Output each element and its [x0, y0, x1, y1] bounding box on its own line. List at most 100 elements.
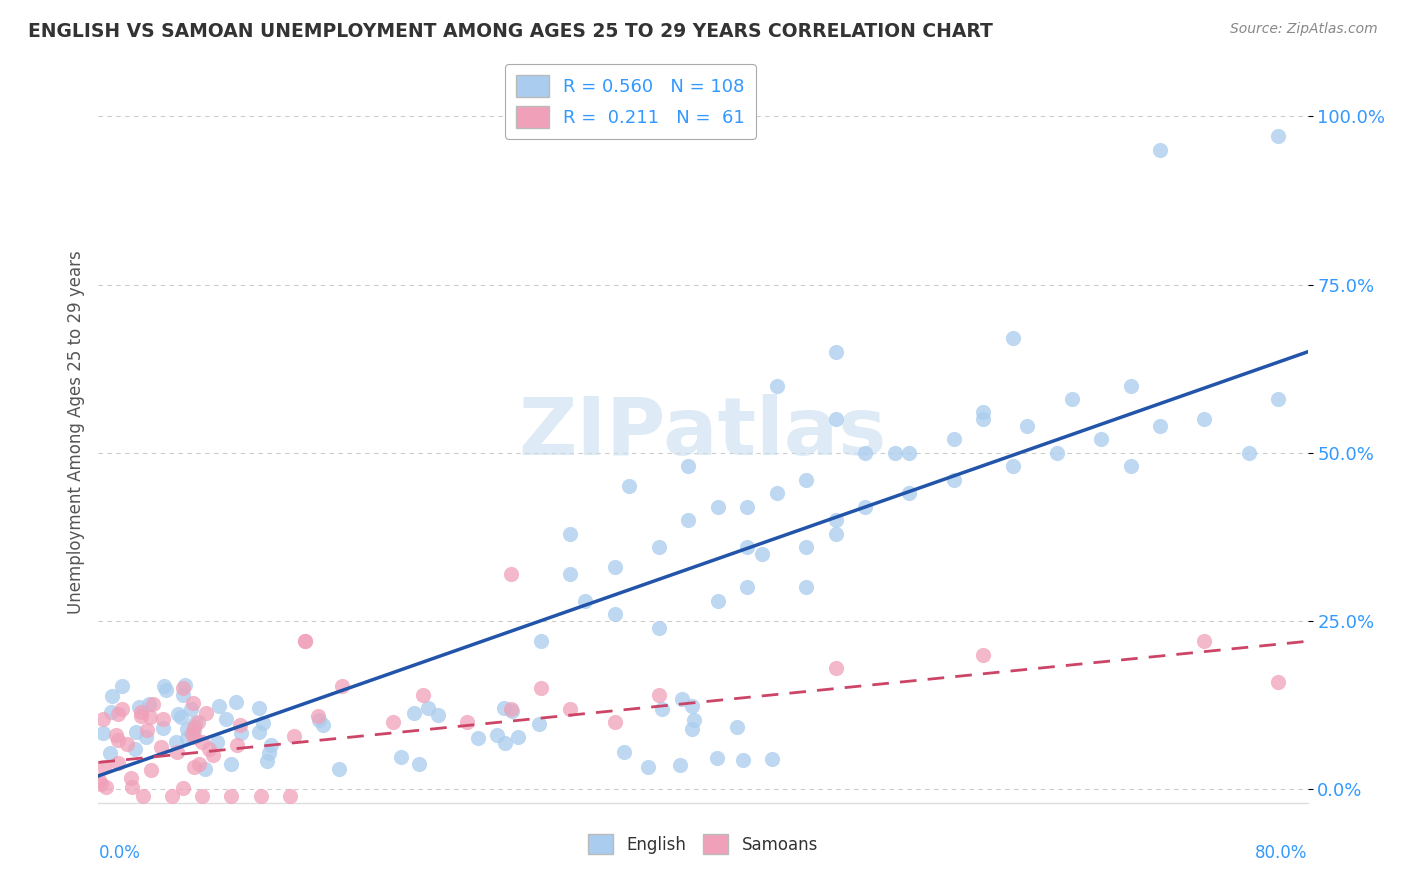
Point — [135, 730, 157, 744]
Point — [765, 378, 787, 392]
Point — [278, 789, 301, 803]
Point — [187, 756, 209, 771]
Point — [194, 706, 217, 721]
Point — [229, 726, 252, 740]
Point — [824, 661, 846, 675]
Point — [219, 757, 242, 772]
Y-axis label: Unemployment Among Ages 25 to 29 years: Unemployment Among Ages 25 to 29 years — [66, 251, 84, 615]
Point — [574, 594, 596, 608]
Point — [751, 547, 773, 561]
Point — [972, 648, 994, 662]
Point — [89, 772, 111, 787]
Point — [128, 700, 150, 714]
Point — [408, 757, 430, 772]
Point — [824, 412, 846, 426]
Point — [1267, 674, 1289, 689]
Point — [191, 734, 214, 748]
Point — [706, 594, 728, 608]
Point — [560, 526, 582, 541]
Point — [898, 486, 921, 500]
Point — [111, 679, 134, 693]
Point — [107, 733, 129, 747]
Point — [972, 412, 994, 426]
Point — [183, 723, 205, 737]
Point — [853, 446, 876, 460]
Point — [389, 749, 412, 764]
Point — [121, 780, 143, 795]
Point — [181, 726, 204, 740]
Point — [229, 718, 252, 732]
Point — [648, 540, 671, 554]
Point — [824, 344, 846, 359]
Point — [1046, 446, 1069, 460]
Point — [139, 763, 162, 777]
Point — [183, 730, 205, 744]
Point — [260, 738, 283, 752]
Point — [619, 479, 641, 493]
Point — [1119, 378, 1142, 392]
Point — [731, 753, 754, 767]
Point — [972, 405, 994, 419]
Point — [671, 692, 693, 706]
Point — [506, 731, 529, 745]
Point — [165, 734, 187, 748]
Point — [735, 500, 758, 514]
Point — [883, 446, 905, 460]
Point — [247, 701, 270, 715]
Text: ENGLISH VS SAMOAN UNEMPLOYMENT AMONG AGES 25 TO 29 YEARS CORRELATION CHART: ENGLISH VS SAMOAN UNEMPLOYMENT AMONG AGE… — [28, 22, 993, 41]
Point — [648, 621, 671, 635]
Point — [120, 772, 142, 786]
Text: Source: ZipAtlas.com: Source: ZipAtlas.com — [1230, 22, 1378, 37]
Point — [706, 500, 728, 514]
Point — [1149, 418, 1171, 433]
Point — [942, 433, 965, 447]
Point — [824, 513, 846, 527]
Point — [142, 697, 165, 711]
Point — [187, 715, 209, 730]
Point — [1017, 418, 1039, 433]
Point — [183, 760, 205, 774]
Point — [603, 714, 626, 729]
Point — [412, 688, 434, 702]
Text: ZIPatlas: ZIPatlas — [519, 393, 887, 472]
Point — [153, 680, 176, 694]
Point — [416, 701, 439, 715]
Point — [249, 789, 271, 803]
Point — [138, 710, 160, 724]
Point — [794, 540, 817, 554]
Point — [501, 566, 523, 581]
Point — [129, 706, 152, 720]
Point — [207, 699, 229, 714]
Point — [1267, 392, 1289, 406]
Point — [1001, 331, 1024, 345]
Text: 0.0%: 0.0% — [98, 844, 141, 862]
Point — [167, 706, 190, 721]
Point — [101, 689, 124, 703]
Point — [761, 752, 783, 766]
Point — [155, 682, 177, 697]
Point — [765, 486, 787, 500]
Point — [176, 722, 198, 736]
Point — [181, 697, 204, 711]
Point — [294, 634, 316, 648]
Point — [527, 717, 550, 731]
Legend: English, Samoans: English, Samoans — [582, 828, 824, 861]
Point — [183, 720, 205, 734]
Point — [94, 780, 117, 794]
Point — [194, 762, 217, 776]
Point — [853, 500, 876, 514]
Point — [252, 716, 274, 731]
Point — [308, 714, 330, 728]
Point — [613, 745, 636, 759]
Point — [678, 513, 700, 527]
Point — [307, 709, 329, 723]
Point — [174, 678, 197, 692]
Point — [215, 712, 238, 726]
Point — [170, 710, 193, 724]
Point — [678, 459, 700, 474]
Point — [115, 737, 138, 751]
Point — [942, 473, 965, 487]
Point — [1119, 459, 1142, 474]
Point — [184, 716, 207, 731]
Point — [172, 781, 194, 796]
